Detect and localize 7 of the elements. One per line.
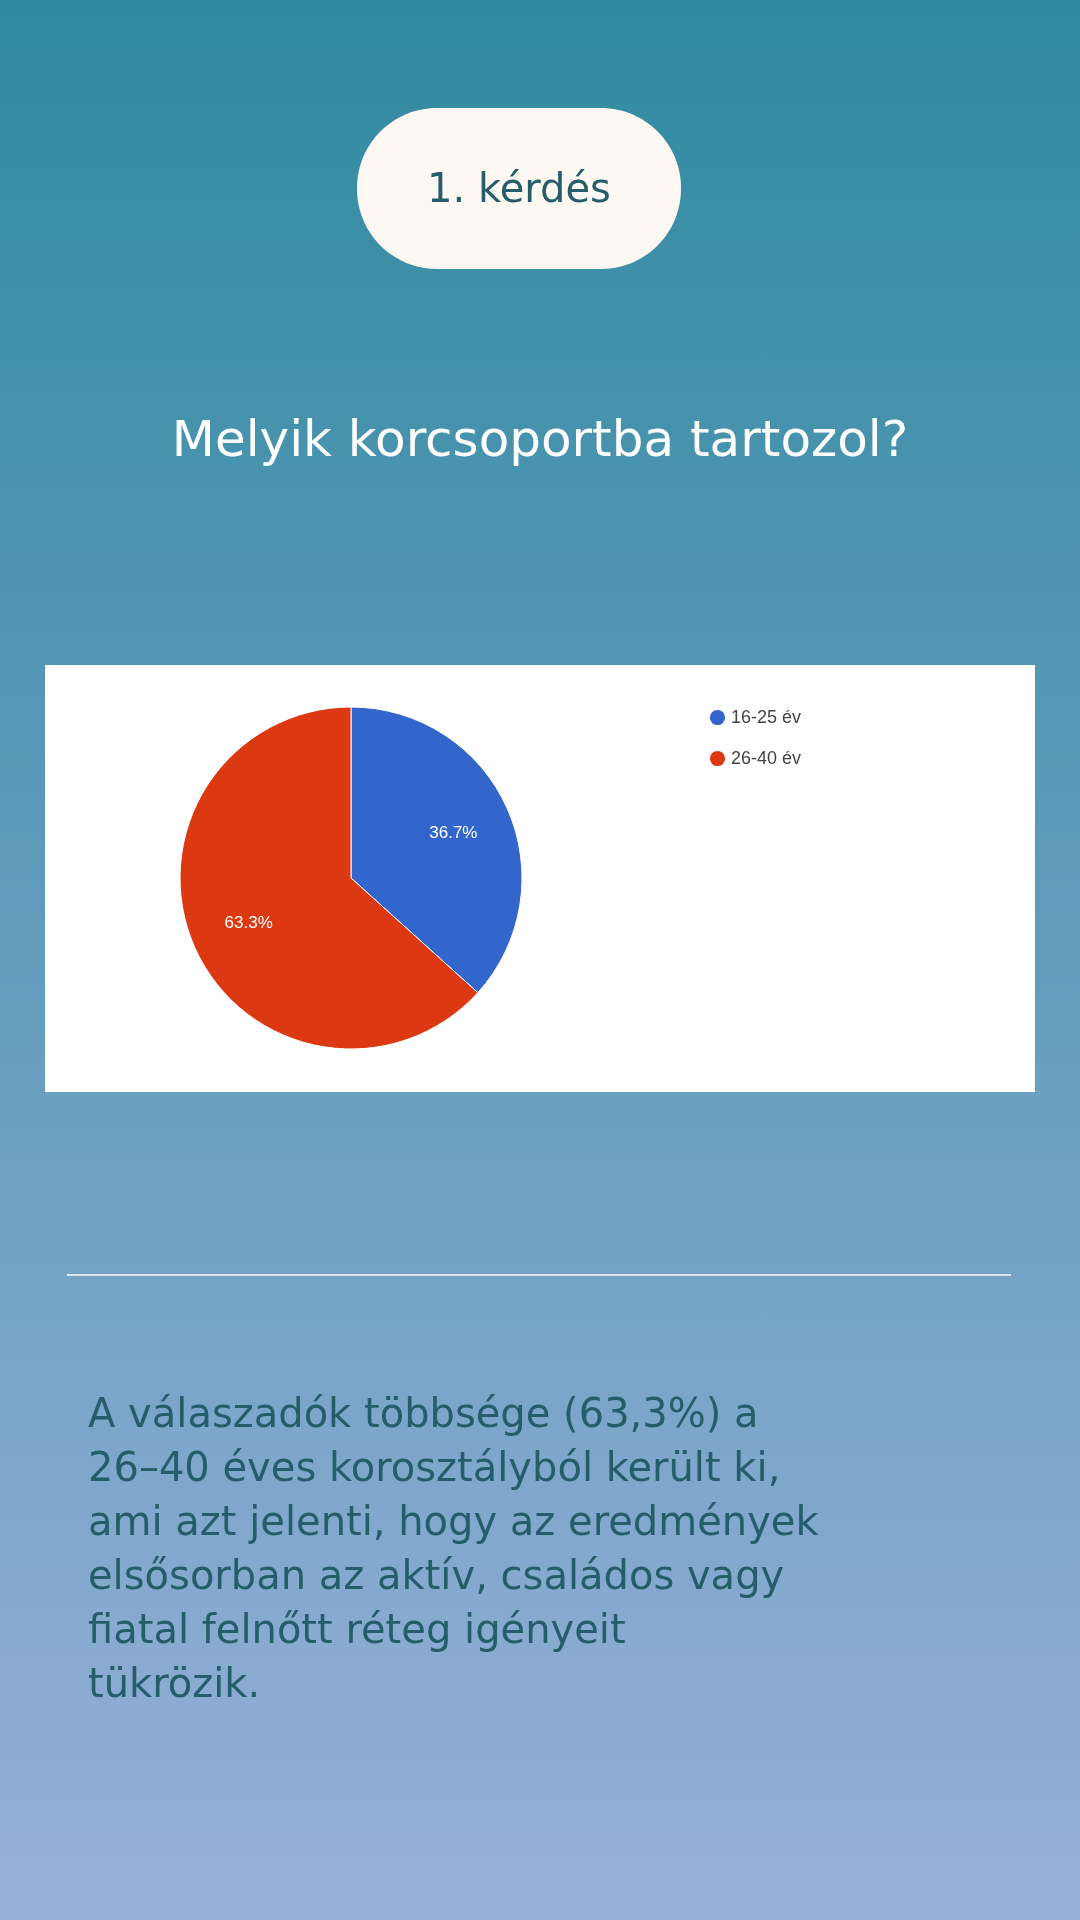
legend-label: 16-25 év <box>731 706 802 727</box>
data-label: 63.3% <box>224 913 273 933</box>
text: A válaszadók többsége (63,3%) a 26–40 éves korosztályból került ki, ami azt jelenti, hogy az eredmények elsősorban az aktív, családos vagy fiatal felnőtt réteg igényeit tükrözik. <box>88 1390 820 1706</box>
legend-label: 26-40 év <box>731 747 802 768</box>
chart-title: Melyik korcsoportba tartozol? <box>171 410 909 468</box>
data-label: 36.7% <box>429 822 478 842</box>
text: 1. kérdés <box>427 165 611 211</box>
